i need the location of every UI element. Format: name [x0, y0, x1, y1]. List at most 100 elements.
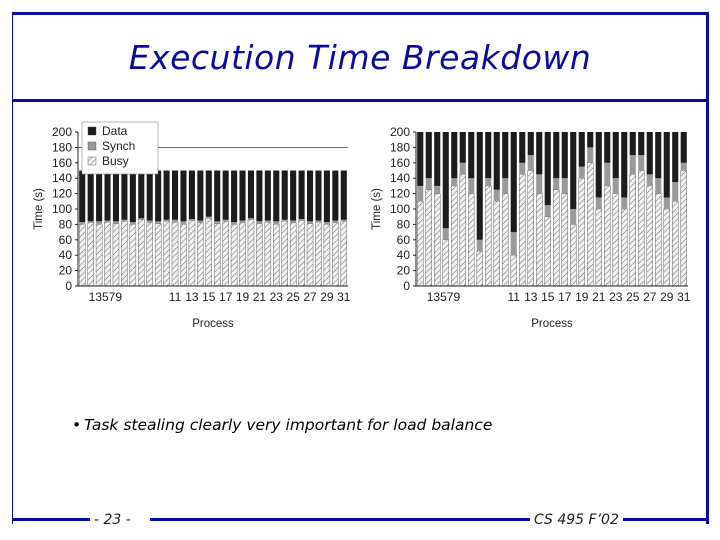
- y-tick-label: 40: [397, 248, 411, 262]
- bar-data-p31: [340, 170, 347, 220]
- slide-frame-left: [12, 12, 13, 524]
- x-tick-label: 15: [541, 290, 555, 304]
- bar-data-p2: [96, 170, 103, 222]
- y-tick-label: 20: [397, 264, 411, 278]
- bar-synch-p25: [290, 220, 297, 223]
- bar-busy-p6: [467, 193, 475, 287]
- x-tick-label: 17: [558, 290, 572, 304]
- bar-synch-p2: [434, 185, 441, 194]
- bar-busy-p13: [527, 170, 535, 287]
- bar-busy-p14: [197, 222, 204, 287]
- bar-data-p30: [672, 132, 679, 183]
- bar-synch-p11: [510, 232, 517, 256]
- bar-data-p27: [306, 170, 314, 222]
- bar-synch-p18: [231, 222, 238, 225]
- y-tick-label: 200: [52, 125, 72, 139]
- bar-busy-p30: [332, 222, 339, 287]
- x-tick-label: 13579: [89, 290, 123, 304]
- bar-busy-p31: [340, 221, 348, 287]
- bar-busy-p12: [180, 224, 187, 287]
- bar-synch-p30: [332, 220, 339, 223]
- bar-data-p29: [663, 132, 670, 198]
- x-tick-label: 25: [286, 290, 300, 304]
- x-tick-label: 13: [185, 290, 199, 304]
- bar-data-p28: [315, 170, 322, 221]
- x-tick-label: 27: [303, 290, 317, 304]
- course-label: CS 495 F’02: [530, 512, 623, 528]
- bar-synch-p4: [112, 221, 120, 224]
- bar-synch-p14: [536, 174, 543, 194]
- bar-busy-p4: [450, 185, 458, 287]
- x-tick-label: 27: [643, 290, 657, 304]
- bar-busy-p24: [620, 208, 628, 287]
- bar-busy-p17: [561, 193, 569, 287]
- x-tick-label: 21: [592, 290, 606, 304]
- bar-data-p15: [544, 132, 551, 206]
- bar-synch-p29: [663, 197, 670, 209]
- bar-data-p27: [646, 132, 653, 175]
- bar-synch-p24: [281, 219, 288, 222]
- bar-data-p19: [239, 170, 246, 221]
- bar-busy-p28: [315, 221, 322, 287]
- bar-busy-p13: [188, 220, 196, 287]
- bar-synch-p4: [451, 178, 458, 186]
- bar-busy-p16: [552, 189, 560, 287]
- bar-busy-p23: [612, 193, 620, 287]
- bar-busy-p26: [298, 220, 305, 287]
- bar-busy-p5: [121, 221, 128, 287]
- bar-busy-p12: [518, 174, 526, 287]
- bar-synch-p20: [587, 147, 594, 163]
- bar-synch-p3: [442, 228, 449, 240]
- bar-data-p9: [493, 132, 500, 190]
- bar-synch-p2: [96, 221, 103, 225]
- bar-synch-p3: [104, 220, 111, 223]
- bar-synch-p0: [417, 185, 424, 202]
- bar-busy-p2: [95, 224, 103, 287]
- bar-busy-p3: [442, 239, 450, 287]
- x-tick-label: 31: [677, 290, 691, 304]
- x-tick-label: 25: [626, 290, 640, 304]
- bar-data-p18: [570, 132, 577, 209]
- bar-synch-p9: [155, 221, 162, 224]
- bar-synch-p22: [604, 162, 611, 186]
- bar-busy-p26: [637, 170, 645, 287]
- bar-data-p20: [587, 132, 594, 148]
- bar-synch-p30: [672, 182, 679, 202]
- bar-data-p30: [332, 170, 339, 221]
- y-tick-label: 80: [59, 217, 73, 231]
- bar-busy-p15: [544, 216, 552, 287]
- bar-busy-p24: [281, 221, 288, 287]
- bar-busy-p4: [112, 223, 120, 287]
- bar-busy-p11: [510, 254, 518, 287]
- bar-data-p6: [468, 132, 475, 179]
- slide-frame-right: [706, 12, 709, 524]
- bar-busy-p14: [535, 193, 543, 287]
- bar-data-p12: [519, 132, 526, 163]
- bar-data-p24: [621, 132, 628, 198]
- bar-data-p28: [655, 132, 662, 179]
- bar-busy-p20: [247, 219, 255, 287]
- y-tick-label: 200: [390, 125, 410, 139]
- bar-busy-p11: [171, 221, 179, 287]
- bar-data-p29: [323, 170, 330, 223]
- bullet-point: • Task stealing clearly very important fo…: [72, 416, 492, 434]
- bar-data-p8: [146, 170, 153, 221]
- bar-data-p11: [171, 170, 179, 220]
- bar-busy-p0: [78, 224, 86, 287]
- bar-synch-p13: [188, 219, 195, 221]
- legend-label-data: Data: [102, 124, 128, 138]
- bar-synch-p10: [502, 178, 509, 194]
- bar-data-p3: [442, 132, 449, 229]
- x-axis-title: Process: [192, 318, 234, 330]
- bar-data-p25: [629, 132, 636, 156]
- x-tick-label: 29: [320, 290, 334, 304]
- bar-data-p13: [527, 132, 534, 156]
- bar-busy-p19: [578, 177, 586, 287]
- bar-data-p1: [87, 170, 94, 222]
- x-tick-label: 19: [575, 290, 589, 304]
- bar-synch-p6: [129, 222, 136, 225]
- bullet-dot-icon: •: [72, 416, 82, 434]
- bar-synch-p31: [340, 219, 347, 222]
- bar-busy-p1: [425, 189, 433, 287]
